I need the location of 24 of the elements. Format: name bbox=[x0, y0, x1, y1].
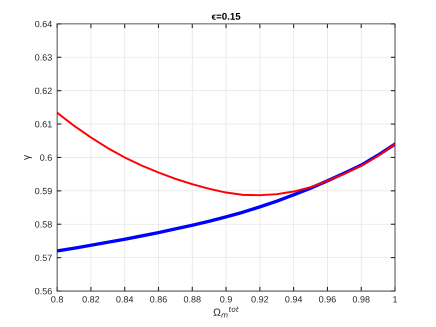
y-tick-label: 0.57 bbox=[35, 254, 52, 261]
y-tick-label: 0.64 bbox=[35, 20, 52, 28]
y-tick-label: 0.61 bbox=[35, 121, 52, 128]
y-axis-title: γ bbox=[24, 154, 32, 160]
chart-title: ϵ=0.15 bbox=[212, 12, 240, 20]
y-tick-label: 0.56 bbox=[35, 288, 52, 294]
x-axis-title: Ω$_{m}$$^{tot}$ bbox=[214, 306, 239, 318]
y-tick-label: 0.6 bbox=[40, 154, 52, 161]
x-tick-label: 0.98 bbox=[352, 296, 370, 303]
y-tick-label: 0.58 bbox=[35, 221, 52, 228]
y-tick-label: 0.59 bbox=[35, 188, 52, 194]
x-tick-label: 0.84 bbox=[116, 296, 134, 303]
y-tick-label: 0.62 bbox=[35, 88, 52, 94]
x-tick-label: 0.92 bbox=[251, 296, 268, 303]
x-tick-label: 0.86 bbox=[150, 296, 167, 303]
x-tick-label: 0.88 bbox=[184, 296, 201, 303]
x-tick-label: 0.94 bbox=[285, 296, 302, 303]
x-tick-label: 0.82 bbox=[82, 296, 100, 303]
line-series bbox=[57, 112, 396, 196]
y-tick-label: 0.63 bbox=[35, 54, 52, 61]
x-tick-label: 0.8 bbox=[51, 296, 63, 303]
x-tick-label: 0.96 bbox=[319, 296, 336, 303]
x-tick-label: 0.9 bbox=[220, 296, 232, 303]
x-tick-label: 1 bbox=[393, 296, 398, 302]
